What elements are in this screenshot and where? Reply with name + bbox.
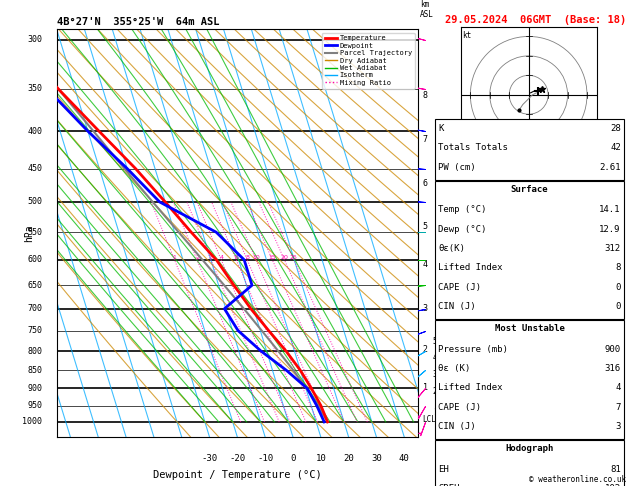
Text: 0: 0 xyxy=(615,302,621,312)
Text: 4: 4 xyxy=(433,352,437,362)
Text: 2: 2 xyxy=(423,345,428,354)
Text: 20: 20 xyxy=(281,255,288,260)
Text: 750: 750 xyxy=(27,326,42,335)
Text: 4B°27'N  355°25'W  64m ASL: 4B°27'N 355°25'W 64m ASL xyxy=(57,17,219,27)
Text: Temp (°C): Temp (°C) xyxy=(438,205,487,214)
Text: 25: 25 xyxy=(290,255,298,260)
Text: 40: 40 xyxy=(399,454,409,463)
Text: CAPE (J): CAPE (J) xyxy=(438,283,481,292)
Text: 2.61: 2.61 xyxy=(599,163,621,172)
Text: 800: 800 xyxy=(27,347,42,356)
Text: 850: 850 xyxy=(27,366,42,375)
Text: 20: 20 xyxy=(343,454,354,463)
Text: 500: 500 xyxy=(27,197,42,207)
Text: 650: 650 xyxy=(27,281,42,290)
Text: 900: 900 xyxy=(604,345,621,354)
Text: K: K xyxy=(438,124,444,133)
Text: 312: 312 xyxy=(604,244,621,253)
Text: 3: 3 xyxy=(433,369,437,379)
Text: -20: -20 xyxy=(230,454,245,463)
Text: θε(K): θε(K) xyxy=(438,244,465,253)
Text: 3: 3 xyxy=(423,304,428,313)
Text: Dewp (°C): Dewp (°C) xyxy=(438,225,487,234)
Text: 1: 1 xyxy=(433,408,437,417)
Text: 1: 1 xyxy=(423,383,428,392)
Text: 3: 3 xyxy=(209,255,213,260)
Text: 28: 28 xyxy=(610,124,621,133)
Text: SREH: SREH xyxy=(438,484,460,486)
Text: 8: 8 xyxy=(245,255,249,260)
Text: km
ASL: km ASL xyxy=(420,0,434,19)
Text: 29.05.2024  06GMT  (Base: 18): 29.05.2024 06GMT (Base: 18) xyxy=(445,15,626,25)
Text: Mixing Ratio (g/kg): Mixing Ratio (g/kg) xyxy=(437,190,447,277)
Text: Surface: Surface xyxy=(511,185,548,194)
Text: 316: 316 xyxy=(604,364,621,373)
Text: 4: 4 xyxy=(220,255,223,260)
Text: CAPE (J): CAPE (J) xyxy=(438,403,481,412)
Text: 30: 30 xyxy=(371,454,382,463)
Text: 300: 300 xyxy=(27,35,42,44)
Text: 3: 3 xyxy=(615,422,621,432)
Text: 350: 350 xyxy=(27,85,42,93)
Text: 2: 2 xyxy=(433,387,437,397)
Text: 15: 15 xyxy=(269,255,276,260)
Text: Pressure (mb): Pressure (mb) xyxy=(438,345,508,354)
Text: 10: 10 xyxy=(316,454,326,463)
Text: 0: 0 xyxy=(291,454,296,463)
Text: -10: -10 xyxy=(257,454,274,463)
Text: Lifted Index: Lifted Index xyxy=(438,263,503,273)
Text: 8: 8 xyxy=(423,90,428,100)
Text: 600: 600 xyxy=(27,255,42,264)
Text: © weatheronline.co.uk: © weatheronline.co.uk xyxy=(529,474,626,484)
Text: 2: 2 xyxy=(195,255,199,260)
Text: 12.9: 12.9 xyxy=(599,225,621,234)
Text: 7: 7 xyxy=(423,135,428,144)
Text: 900: 900 xyxy=(27,384,42,393)
Text: 450: 450 xyxy=(27,164,42,173)
Text: CIN (J): CIN (J) xyxy=(438,302,476,312)
Text: 550: 550 xyxy=(27,228,42,237)
Text: kt: kt xyxy=(462,31,472,40)
Text: 7: 7 xyxy=(615,403,621,412)
Text: 1000: 1000 xyxy=(22,417,42,426)
Text: 700: 700 xyxy=(27,304,42,313)
Text: hPa: hPa xyxy=(25,225,35,242)
Text: Most Unstable: Most Unstable xyxy=(494,324,565,333)
Text: 4: 4 xyxy=(423,260,428,269)
Text: 6: 6 xyxy=(423,179,428,188)
Text: EH: EH xyxy=(438,465,449,474)
Text: 8: 8 xyxy=(615,263,621,273)
Legend: Temperature, Dewpoint, Parcel Trajectory, Dry Adiabat, Wet Adiabat, Isotherm, Mi: Temperature, Dewpoint, Parcel Trajectory… xyxy=(321,33,415,88)
Text: Dewpoint / Temperature (°C): Dewpoint / Temperature (°C) xyxy=(153,470,322,480)
Text: -30: -30 xyxy=(201,454,218,463)
Text: 4: 4 xyxy=(615,383,621,393)
Text: 0: 0 xyxy=(615,283,621,292)
Text: PW (cm): PW (cm) xyxy=(438,163,476,172)
Text: 42: 42 xyxy=(610,143,621,153)
Text: Totals Totals: Totals Totals xyxy=(438,143,508,153)
Text: 10: 10 xyxy=(252,255,260,260)
Text: 950: 950 xyxy=(27,401,42,410)
Text: 6: 6 xyxy=(234,255,238,260)
Text: 102: 102 xyxy=(604,484,621,486)
Text: 400: 400 xyxy=(27,127,42,136)
Text: 1: 1 xyxy=(172,255,177,260)
Text: CIN (J): CIN (J) xyxy=(438,422,476,432)
Text: 14.1: 14.1 xyxy=(599,205,621,214)
Text: θε (K): θε (K) xyxy=(438,364,470,373)
Text: Lifted Index: Lifted Index xyxy=(438,383,503,393)
Text: 81: 81 xyxy=(610,465,621,474)
Text: 5: 5 xyxy=(423,222,428,231)
Text: Hodograph: Hodograph xyxy=(506,444,554,453)
Text: LCL: LCL xyxy=(423,415,437,424)
Text: 5: 5 xyxy=(433,336,437,346)
